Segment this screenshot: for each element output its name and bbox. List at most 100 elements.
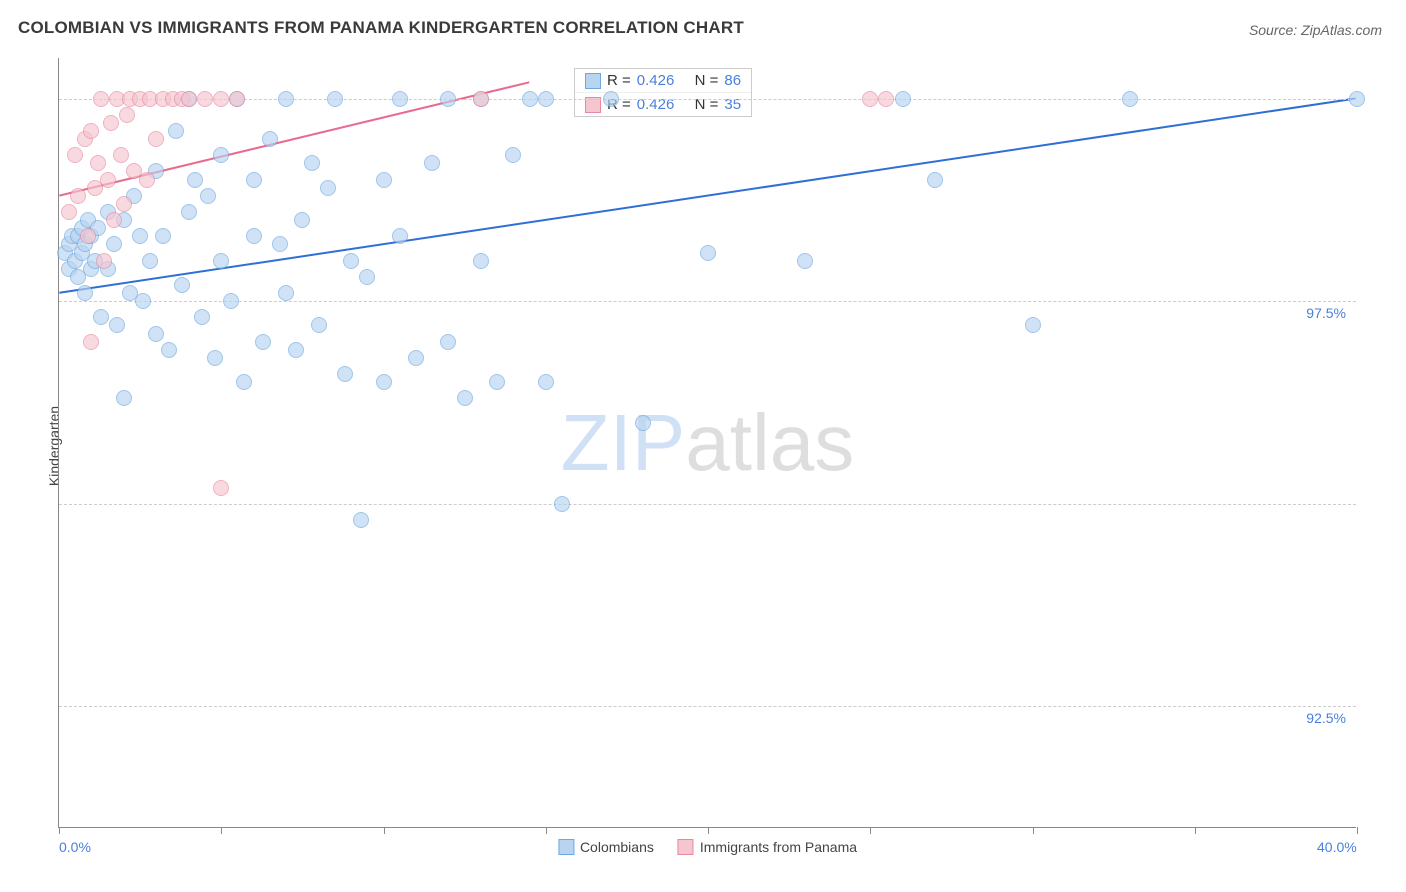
data-point-colombians [392, 228, 408, 244]
data-point-colombians [505, 147, 521, 163]
data-point-colombians [278, 91, 294, 107]
data-point-colombians [304, 155, 320, 171]
data-point-panama [878, 91, 894, 107]
data-point-colombians [554, 496, 570, 512]
data-point-colombians [116, 390, 132, 406]
data-point-colombians [343, 253, 359, 269]
r-value-colombians: 0.426 [637, 72, 675, 89]
data-point-colombians [408, 350, 424, 366]
gridline [59, 99, 1356, 100]
data-point-colombians [1025, 317, 1041, 333]
data-point-colombians [440, 91, 456, 107]
correlation-legend: R = 0.426 N = 86 R = 0.426 N = 35 [574, 68, 752, 117]
x-tick [546, 827, 547, 834]
data-point-colombians [187, 172, 203, 188]
data-point-panama [100, 172, 116, 188]
gridline [59, 706, 1356, 707]
data-point-panama [93, 91, 109, 107]
data-point-panama [103, 115, 119, 131]
data-point-colombians [1122, 91, 1138, 107]
data-point-colombians [194, 309, 210, 325]
watermark: ZIPatlas [561, 397, 854, 489]
data-point-colombians [797, 253, 813, 269]
x-tick [59, 827, 60, 834]
data-point-panama [113, 147, 129, 163]
y-tick-label: 92.5% [1306, 710, 1346, 726]
data-point-colombians [142, 253, 158, 269]
data-point-panama [229, 91, 245, 107]
data-point-colombians [895, 91, 911, 107]
chart-title: COLOMBIAN VS IMMIGRANTS FROM PANAMA KIND… [18, 18, 744, 38]
data-point-colombians [320, 180, 336, 196]
trend-line-colombians [59, 98, 1355, 292]
data-point-colombians [376, 374, 392, 390]
data-point-panama [181, 91, 197, 107]
data-point-colombians [236, 374, 252, 390]
data-point-colombians [174, 277, 190, 293]
data-point-panama [862, 91, 878, 107]
data-point-colombians [272, 236, 288, 252]
data-point-colombians [262, 131, 278, 147]
r-label: R = [607, 72, 631, 89]
x-tick-label: 0.0% [59, 839, 91, 855]
swatch-panama [678, 839, 694, 855]
data-point-colombians [278, 285, 294, 301]
data-point-panama [148, 131, 164, 147]
data-point-colombians [538, 374, 554, 390]
data-point-colombians [223, 293, 239, 309]
source-attribution: Source: ZipAtlas.com [1249, 22, 1382, 38]
x-tick [708, 827, 709, 834]
data-point-colombians [207, 350, 223, 366]
n-value-colombians: 86 [724, 72, 741, 89]
data-point-colombians [294, 212, 310, 228]
data-point-colombians [246, 228, 262, 244]
data-point-panama [83, 334, 99, 350]
data-point-panama [116, 196, 132, 212]
gridline [59, 301, 1356, 302]
data-point-colombians [148, 326, 164, 342]
data-point-colombians [181, 204, 197, 220]
data-point-colombians [424, 155, 440, 171]
data-point-colombians [132, 228, 148, 244]
data-point-colombians [337, 366, 353, 382]
swatch-colombians [585, 73, 601, 89]
data-point-colombians [200, 188, 216, 204]
n-label: N = [695, 72, 719, 89]
data-point-colombians [155, 228, 171, 244]
x-tick [1357, 827, 1358, 834]
data-point-colombians [161, 342, 177, 358]
data-point-colombians [288, 342, 304, 358]
data-point-panama [70, 188, 86, 204]
data-point-colombians [927, 172, 943, 188]
x-tick [1033, 827, 1034, 834]
x-tick-label: 40.0% [1317, 839, 1357, 855]
data-point-panama [80, 228, 96, 244]
data-point-colombians [77, 285, 93, 301]
data-point-colombians [93, 309, 109, 325]
scatter-plot-area: ZIPatlas R = 0.426 N = 86 R = 0.426 N = … [58, 58, 1356, 828]
data-point-colombians [603, 91, 619, 107]
data-point-colombians [311, 317, 327, 333]
data-point-colombians [168, 123, 184, 139]
data-point-panama [473, 91, 489, 107]
data-point-colombians [213, 147, 229, 163]
watermark-prefix: ZIP [561, 398, 685, 487]
x-tick [384, 827, 385, 834]
data-point-panama [213, 91, 229, 107]
data-point-colombians [700, 245, 716, 261]
data-point-colombians [213, 253, 229, 269]
data-point-colombians [635, 415, 651, 431]
data-point-colombians [353, 512, 369, 528]
y-tick-label: 97.5% [1306, 305, 1346, 321]
data-point-panama [96, 253, 112, 269]
data-point-panama [83, 123, 99, 139]
data-point-colombians [246, 172, 262, 188]
data-point-colombians [392, 91, 408, 107]
data-point-panama [90, 155, 106, 171]
data-point-colombians [359, 269, 375, 285]
legend-label-colombians: Colombians [580, 839, 654, 855]
x-tick [870, 827, 871, 834]
data-point-panama [139, 172, 155, 188]
data-point-colombians [106, 236, 122, 252]
data-point-colombians [376, 172, 392, 188]
